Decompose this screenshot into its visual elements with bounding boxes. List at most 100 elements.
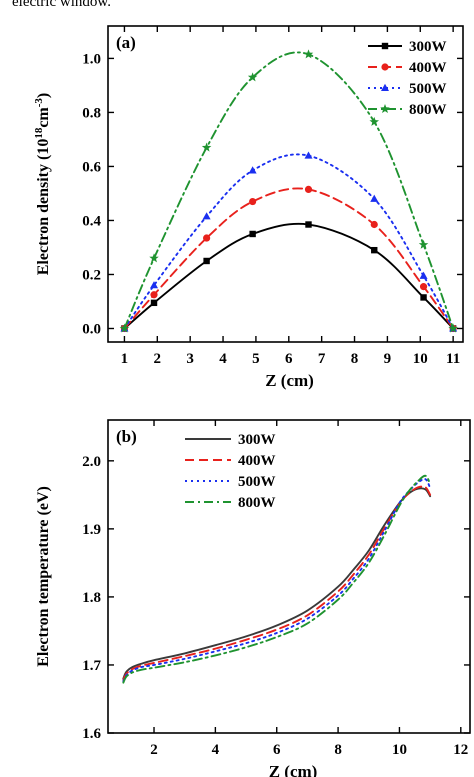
y-axis-title-part: cm [35, 107, 52, 128]
series-500W [120, 151, 458, 332]
series-line-800W [122, 474, 432, 684]
data-point-400W [419, 283, 428, 291]
series-line-300W [122, 487, 432, 680]
series-line-500W [122, 478, 432, 683]
y-tick-label: 1.8 [82, 590, 101, 606]
series-300W [122, 487, 432, 680]
x-tick-label: 3 [186, 351, 194, 367]
panel-label: (b) [116, 427, 137, 446]
x-tick-label: 1 [121, 351, 129, 367]
x-tick-label: 9 [384, 351, 392, 367]
x-tick-label: 10 [392, 742, 407, 758]
legend-swatch-marker [381, 42, 389, 50]
legend-label: 300W [409, 39, 447, 55]
caption-fragment: electric window. [12, 0, 111, 10]
series-line-800W [123, 51, 455, 330]
y-tick-label: 0.0 [82, 321, 101, 337]
legend-swatch-marker [381, 63, 389, 71]
x-tick-label: 12 [453, 742, 468, 758]
y-tick-label: 0.8 [82, 105, 101, 121]
legend-swatch-marker [381, 83, 389, 91]
x-tick-label: 8 [351, 351, 359, 367]
data-point-800W [119, 323, 130, 333]
series-800W [122, 474, 432, 684]
legend-entry-300W: 300W [185, 432, 276, 448]
x-tick-label: 8 [334, 742, 342, 758]
data-point-500W [304, 151, 313, 159]
legend-label: 400W [238, 453, 276, 469]
y-tick-label: 0.6 [82, 159, 101, 175]
axes-frame [107, 25, 464, 343]
legend-entry-300W: 300W [368, 39, 447, 55]
x-tick-label: 5 [252, 351, 260, 367]
x-tick-label: 4 [212, 742, 220, 758]
y-axis-title: Electron density (1018cm-3) [33, 93, 52, 276]
y-axis-title-part: -3 [33, 98, 45, 108]
panel-b-electron-temperature: 2 4 6 8 10 12 1.6 1.7 1.8 1.9 2.0 Z (cm) Electron te… [35, 419, 471, 777]
y-axis-title-part: Electron density (10 [35, 139, 52, 276]
data-point-800W [201, 142, 212, 152]
series-line-400W [122, 485, 432, 681]
x-tick-label: 6 [285, 351, 293, 367]
y-tick-label: 1.9 [82, 522, 101, 538]
legend-label: 800W [409, 102, 447, 118]
data-point-800W [149, 253, 159, 263]
legend-label: 500W [409, 81, 447, 97]
data-point-300W [203, 257, 210, 265]
data-point-300W [305, 221, 312, 228]
legend-swatch-marker [380, 104, 390, 114]
legend-label: 800W [238, 495, 276, 511]
data-point-500W [248, 166, 257, 174]
y-axis-title-part: ) [35, 93, 52, 98]
series-800W [119, 49, 458, 333]
data-point-400W [304, 185, 313, 194]
x-tick-label: 2 [154, 351, 162, 367]
data-point-800W [448, 323, 458, 333]
legend-entry-800W: 800W [368, 102, 447, 118]
series-line-400W [123, 187, 455, 330]
data-point-300W [150, 299, 158, 307]
legend-label: 300W [238, 432, 276, 448]
legend-entry-800W: 800W [185, 495, 276, 511]
x-axis-title: Z (cm) [269, 762, 318, 777]
x-tick-label: 2 [150, 742, 158, 758]
data-point-400W [370, 220, 378, 229]
data-point-500W [370, 194, 379, 202]
series-line-300W [123, 222, 455, 330]
data-point-300W [249, 230, 256, 238]
data-point-500W [150, 281, 159, 289]
y-tick-label: 1.0 [82, 51, 101, 67]
data-point-400W [203, 234, 211, 242]
legend-entry-400W: 400W [368, 60, 447, 76]
data-point-400W [249, 197, 257, 206]
data-point-500W [202, 212, 211, 220]
x-tick-label: 10 [413, 351, 428, 367]
x-axis-title: Z (cm) [265, 371, 314, 390]
data-point-300W [420, 294, 427, 301]
data-point-500W [419, 271, 428, 279]
legend-label: 500W [238, 474, 276, 490]
y-tick-label: 2.0 [82, 454, 101, 470]
y-tick-label: 1.7 [82, 658, 101, 674]
x-tick-label: 6 [273, 742, 281, 758]
data-point-800W [369, 116, 380, 126]
axes-frame [107, 419, 471, 734]
data-point-800W [247, 72, 258, 82]
panel-a-electron-density: 1 2 3 4 5 6 7 8 9 10 11 0.0 0.2 0.4 0.6 0.8 1.0 Z (cm) Ele… [33, 25, 464, 390]
data-point-800W [303, 49, 314, 59]
data-point-800W [418, 239, 429, 249]
y-axis-title: Electron temperature (eV) [35, 486, 52, 667]
legend-entry-500W: 500W [185, 474, 276, 490]
legend-entry-500W: 500W [368, 81, 447, 97]
series-500W [122, 478, 432, 683]
series-line-500W [123, 153, 455, 330]
x-tick-label: 11 [446, 351, 460, 367]
legend-entry-400W: 400W [185, 453, 276, 469]
data-point-300W [371, 246, 378, 254]
series-400W [122, 485, 432, 681]
y-tick-label: 1.6 [82, 726, 101, 742]
series-400W [120, 185, 457, 333]
data-point-400W [150, 291, 158, 299]
y-axis-title-part: 18 [33, 127, 45, 139]
